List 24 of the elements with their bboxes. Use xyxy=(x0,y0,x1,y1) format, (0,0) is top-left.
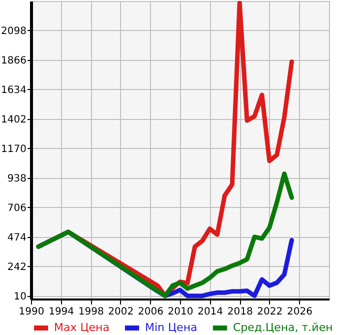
legend-label: Min Цена xyxy=(145,321,198,334)
legend-label: Сред.Цена, т.йен xyxy=(233,321,333,334)
y-tick-label: 474 xyxy=(7,232,26,244)
y-tick-label: 706 xyxy=(7,202,26,214)
x-tick-label: 2022 xyxy=(257,306,283,318)
x-tick-label: 2010 xyxy=(168,306,194,318)
line-series xyxy=(36,171,294,298)
y-tick-label: 2098 xyxy=(1,26,26,37)
x-tick-label: 2006 xyxy=(138,306,164,318)
y-tick-label: 1170 xyxy=(1,144,26,155)
x-tick-label: 1990 xyxy=(18,306,44,318)
x-tick-label: 1998 xyxy=(78,306,104,318)
x-tick-label: 2026 xyxy=(286,306,312,318)
y-tick-label: 10 xyxy=(14,291,26,302)
x-tick-label: 2002 xyxy=(108,306,134,318)
y-tick-label: 242 xyxy=(7,262,26,273)
y-tick-label: 938 xyxy=(7,173,26,184)
x-tick-label: 2018 xyxy=(227,306,253,318)
x-tick-label: 2014 xyxy=(198,306,224,318)
y-tick-label: 1402 xyxy=(1,114,26,126)
y-tick-label: 1634 xyxy=(1,84,26,96)
legend-label: Max Цена xyxy=(54,321,110,334)
y-tick-label: 1866 xyxy=(1,55,26,66)
x-tick-label: 1994 xyxy=(48,306,74,318)
